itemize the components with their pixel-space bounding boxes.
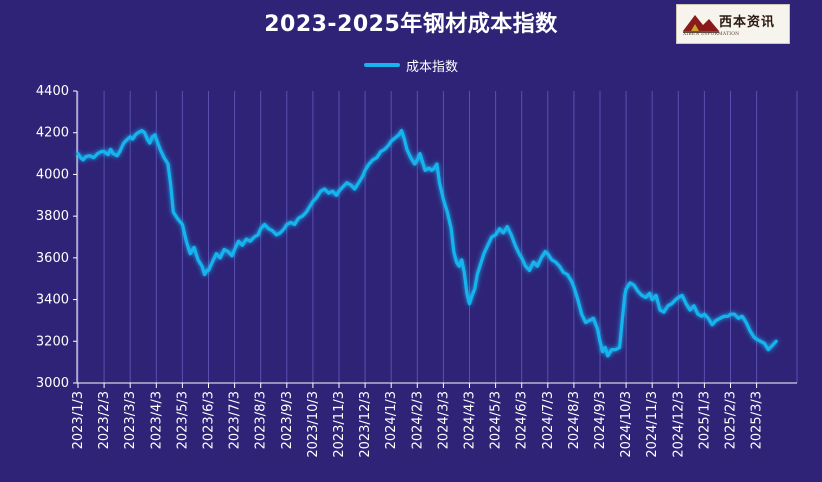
- brand-logo: 西本资讯 XIBEN INFORMATION: [676, 4, 790, 44]
- x-tick-label: 2023/4/3: [149, 391, 164, 449]
- logo-brand-text: 西本资讯: [719, 15, 776, 30]
- legend-swatch: [364, 63, 400, 67]
- x-tick-label: 2024/3/3: [436, 391, 451, 449]
- x-tick-label: 2024/4/3: [463, 391, 478, 449]
- y-tick-label: 3200: [36, 334, 69, 349]
- y-tick-label: 3400: [36, 293, 69, 308]
- x-tick-label: 2023/2/3: [97, 391, 112, 449]
- x-tick-label: 2024/9/3: [593, 391, 608, 449]
- x-tick-label: 2023/3/3: [123, 391, 138, 449]
- x-tick-label: 2023/5/3: [175, 391, 190, 449]
- x-tick-label: 2024/6/3: [515, 391, 530, 449]
- chart-title: 2023-2025年钢材成本指数: [264, 12, 558, 37]
- x-tick-label: 2024/2/3: [410, 391, 425, 449]
- logo-brand-subtext: XIBEN INFORMATION: [683, 32, 740, 37]
- y-tick-label: 4200: [36, 126, 69, 141]
- chart-legend: 成本指数: [364, 56, 459, 75]
- x-tick-label: 2025/3/3: [750, 391, 765, 449]
- x-tick-label: 2023/10/3: [306, 391, 321, 458]
- x-tick-label: 2024/10/3: [619, 391, 634, 458]
- y-tick-label: 4400: [36, 84, 69, 99]
- x-tick-label: 2024/8/3: [567, 391, 582, 449]
- x-tick-label: 2023/9/3: [280, 391, 295, 449]
- y-tick-label: 3600: [36, 251, 69, 266]
- x-tick-label: 2024/7/3: [541, 391, 556, 449]
- x-tick-label: 2024/1/3: [384, 391, 399, 449]
- x-tick-label: 2024/12/3: [671, 391, 686, 458]
- mountain-logo-icon: [683, 15, 719, 33]
- y-tick-label: 3000: [36, 376, 69, 391]
- x-tick-label: 2025/1/3: [697, 391, 712, 449]
- x-tick-label: 2023/7/3: [228, 391, 243, 449]
- x-tick-label: 2023/12/3: [358, 391, 373, 458]
- x-tick-label: 2023/8/3: [254, 391, 269, 449]
- x-tick-label: 2023/6/3: [202, 391, 217, 449]
- x-tick-label: 2025/2/3: [724, 391, 739, 449]
- series-line: [76, 129, 778, 358]
- legend-label: 成本指数: [406, 59, 459, 75]
- x-tick-label: 2023/1/3: [71, 391, 86, 449]
- y-tick-label: 3800: [36, 209, 69, 224]
- x-tick-label: 2024/11/3: [645, 391, 660, 458]
- x-tick-label: 2024/5/3: [489, 391, 504, 449]
- x-tick-label: 2023/11/3: [332, 391, 347, 458]
- y-tick-label: 4000: [36, 167, 69, 182]
